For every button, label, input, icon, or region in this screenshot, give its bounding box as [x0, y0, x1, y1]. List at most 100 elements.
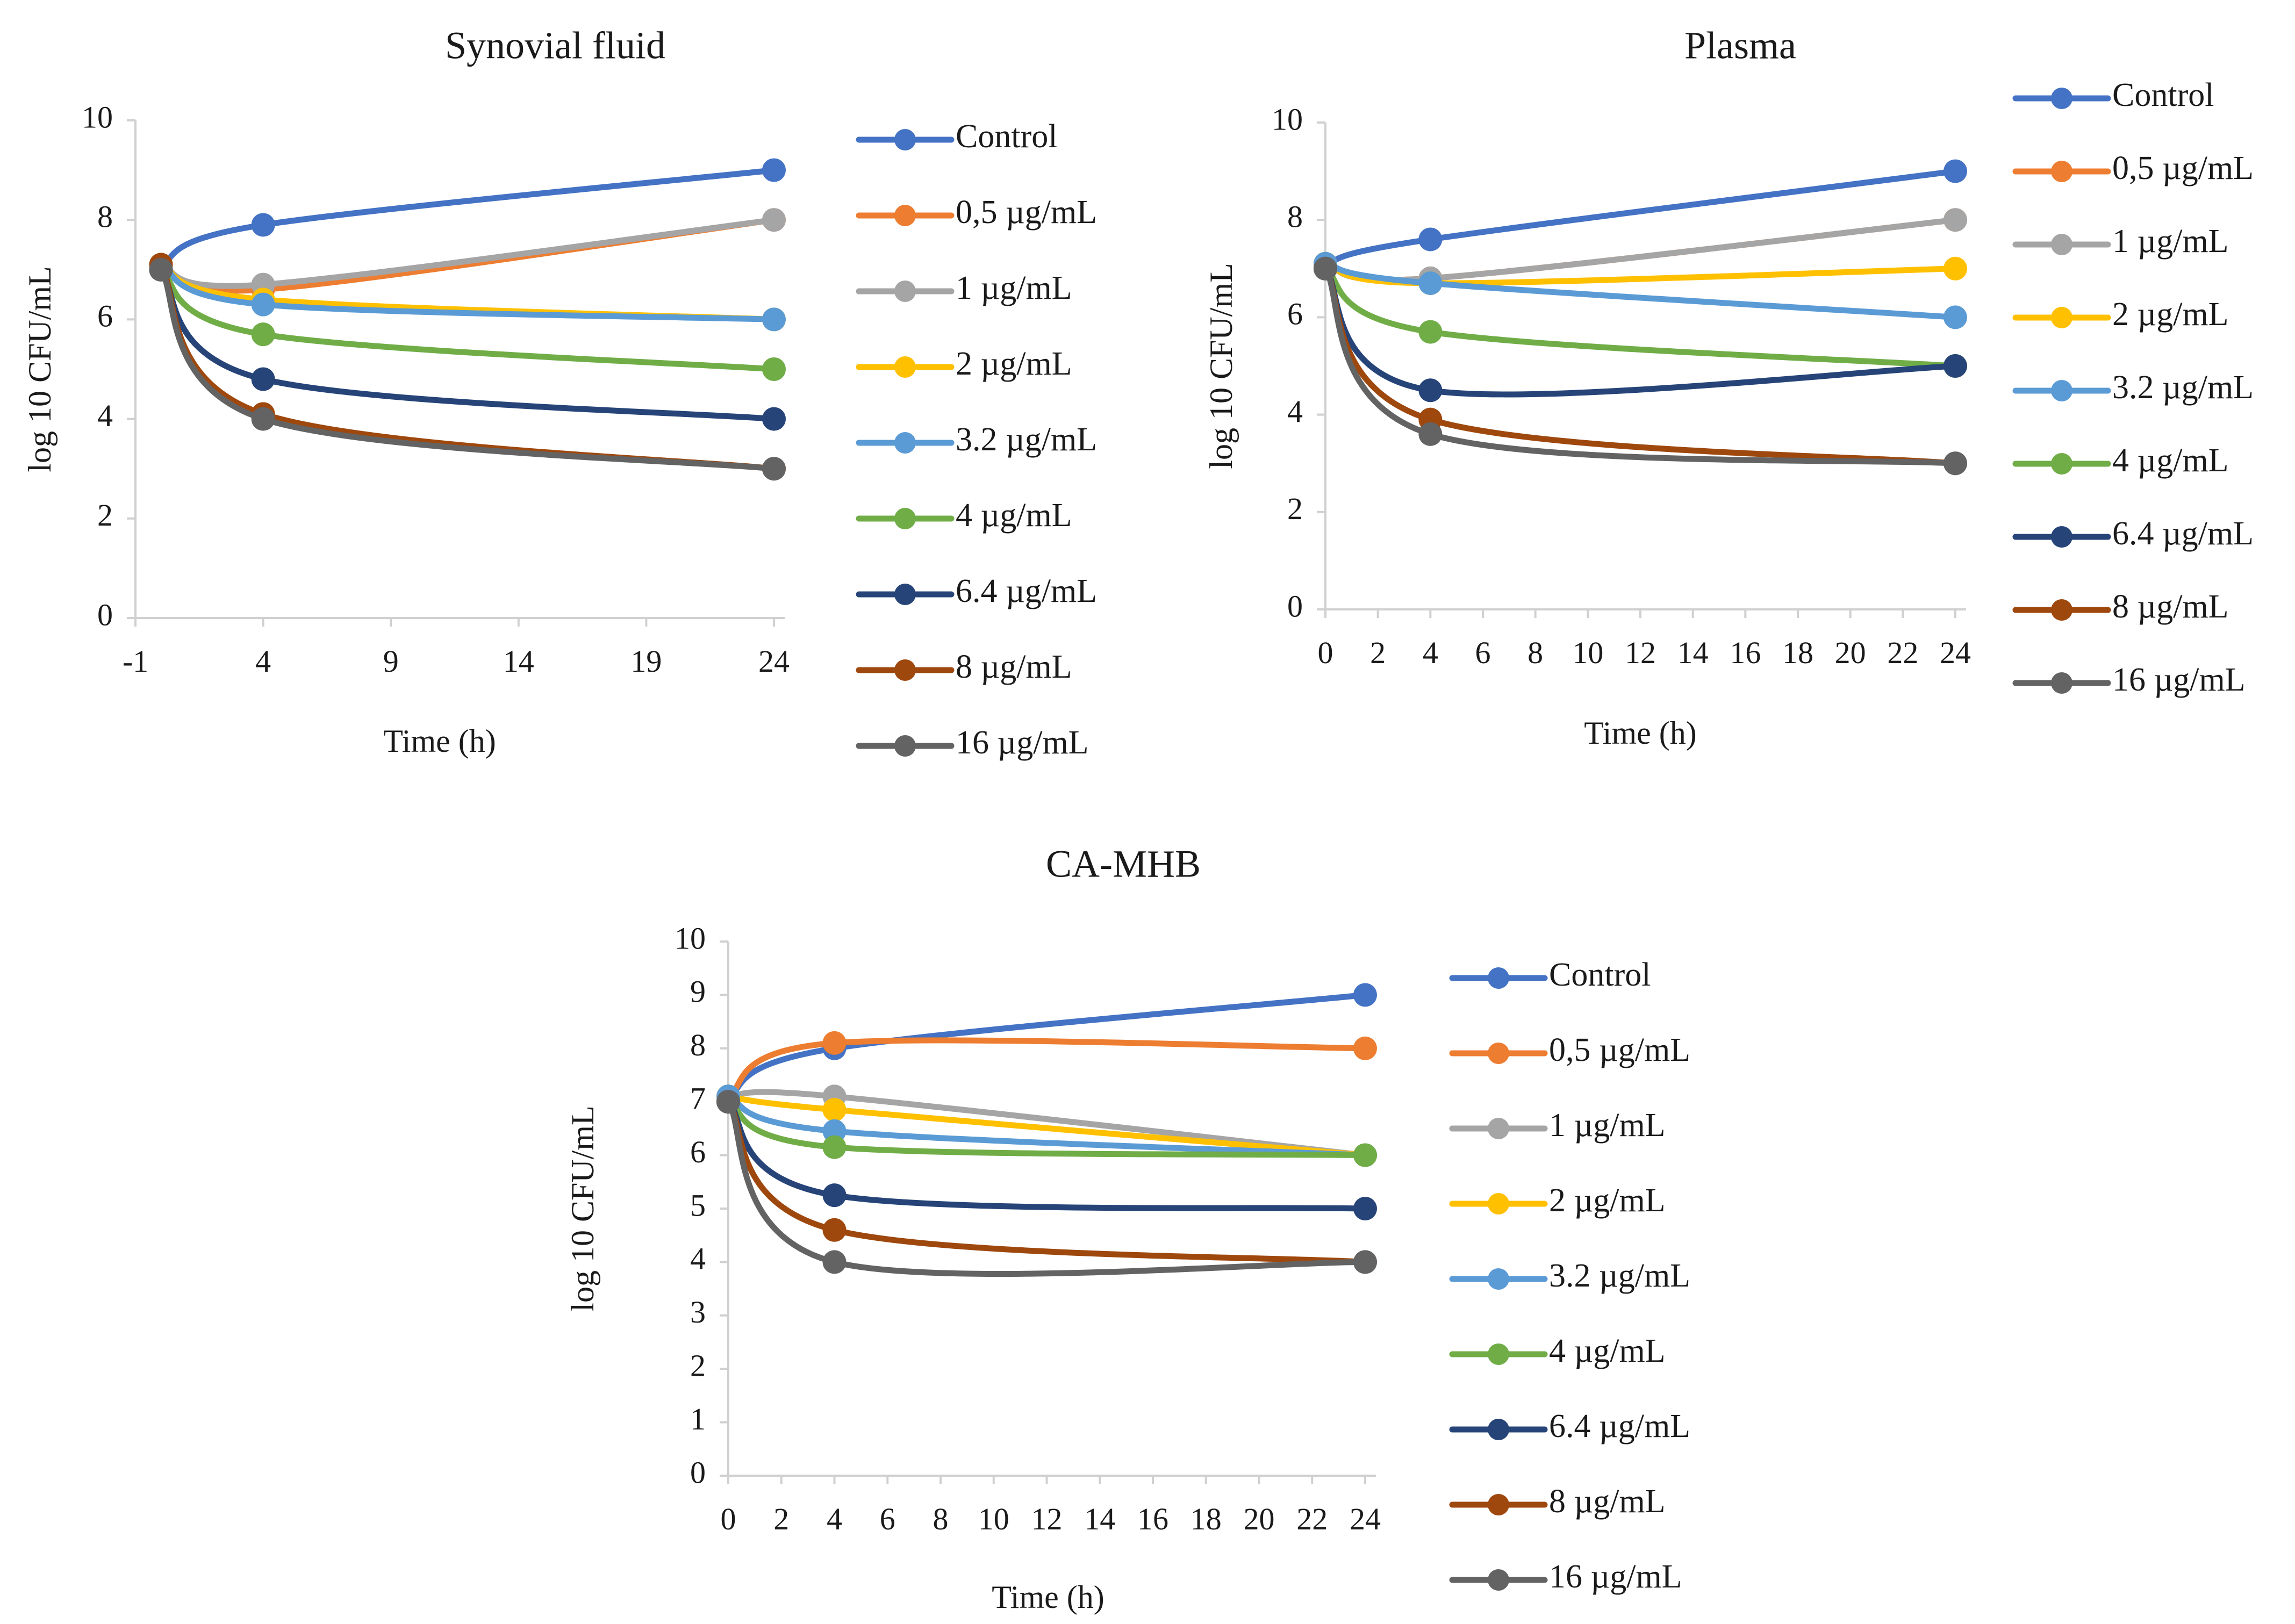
- y-tick-label: 8: [690, 1027, 706, 1062]
- legend-swatch-marker: [1488, 1343, 1509, 1365]
- legend-item-3-2-ug-ml: 3.2 µg/mL: [856, 421, 1097, 458]
- x-tick-label: 4: [1423, 635, 1438, 670]
- x-axis-label: Time (h): [1584, 715, 1696, 751]
- data-point-2-ug-ml-t4: [822, 1098, 847, 1122]
- legend-swatch-marker: [1488, 1419, 1509, 1440]
- series-line-4-ug-ml: [1322, 265, 1959, 369]
- legend-item-2-ug-ml: 2 µg/mL: [2012, 296, 2229, 333]
- data-point-6-4-ug-ml-t4: [251, 367, 275, 391]
- legend-item-2-ug-ml: 2 µg/mL: [1449, 1182, 1666, 1219]
- y-tick-label: 9: [690, 974, 706, 1009]
- legend-swatch-marker: [894, 129, 916, 150]
- y-tick-label: 10: [82, 99, 113, 134]
- x-tick-label: -1: [123, 644, 148, 679]
- x-tick-label: 16: [1137, 1501, 1168, 1536]
- y-axis-label: log 10 CFU/mL: [22, 266, 58, 472]
- data-point-16-ug-ml-t4: [822, 1250, 847, 1274]
- legend-label: 16 µg/mL: [956, 724, 1089, 761]
- legend-item-8-ug-ml: 8 µg/mL: [1449, 1483, 1666, 1520]
- legend-label: 2 µg/mL: [2112, 296, 2229, 333]
- series-line-16-ug-ml: [725, 1098, 1368, 1277]
- y-tick-label: 8: [1287, 199, 1303, 234]
- legend-swatch-marker: [894, 659, 916, 681]
- data-point-6-4-ug-ml-t4: [822, 1183, 847, 1208]
- x-tick-label: 8: [933, 1501, 949, 1536]
- legend-label: 2 µg/mL: [1549, 1182, 1666, 1219]
- legend-swatch-marker: [894, 281, 916, 302]
- legend-label: 16 µg/mL: [1549, 1558, 1682, 1595]
- y-axis-label: log 10 CFU/mL: [565, 1105, 600, 1311]
- x-axis-label: Time (h): [383, 723, 496, 759]
- legend-item-3-2-ug-ml: 3.2 µg/mL: [1449, 1257, 1690, 1294]
- legend-label: 3.2 µg/mL: [1549, 1257, 1690, 1294]
- series-line-2-ug-ml: [725, 1093, 1368, 1159]
- data-point-16-ug-ml-t0: [1314, 256, 1337, 281]
- legend-swatch-marker: [1488, 967, 1509, 989]
- legend: Control 0,5 µg/mL 1 µg/mL 2 µg/mL 3.2 µg/mL 4…: [2012, 77, 2254, 698]
- data-point-16-ug-ml-t4: [251, 407, 275, 431]
- legend-swatch-marker: [2051, 307, 2072, 328]
- data-point-6-4-ug-ml-t24: [1943, 354, 1967, 378]
- series-line-control: [158, 167, 777, 268]
- series-line-3-2-ug-ml: [158, 262, 777, 322]
- y-tick-label: 2: [97, 498, 113, 533]
- x-tick-label: 6: [880, 1501, 895, 1536]
- legend-swatch-marker: [1488, 1043, 1509, 1064]
- data-point-1-ug-ml-t24: [1943, 208, 1967, 232]
- legend: Control 0,5 µg/mL 1 µg/mL 2 µg/mL 3.2 µg/mL 4…: [856, 118, 1097, 761]
- legend-label: Control: [2112, 77, 2214, 113]
- data-point-control-t24: [762, 158, 786, 182]
- legend-swatch-marker: [1488, 1193, 1509, 1215]
- legend-swatch-marker: [2051, 453, 2072, 475]
- legend-item-4-ug-ml: 4 µg/mL: [856, 497, 1072, 534]
- legend-swatch-marker: [894, 205, 916, 226]
- x-tick-label: 22: [1887, 635, 1918, 670]
- legend-swatch-marker: [1488, 1569, 1509, 1591]
- data-point-6-4-ug-ml-t24: [762, 407, 786, 431]
- legend-label: 8 µg/mL: [2112, 588, 2229, 625]
- legend-item-16-ug-ml: 16 µg/mL: [1449, 1558, 1682, 1595]
- series-line-3-2-ug-ml: [725, 1093, 1368, 1159]
- data-point-4-ug-ml-t24: [1353, 1143, 1377, 1167]
- legend-swatch-marker: [894, 356, 916, 378]
- legend-swatch-marker: [894, 584, 916, 605]
- y-axis-label: log 10 CFU/mL: [1203, 263, 1239, 469]
- y-tick-label: 0: [97, 597, 113, 632]
- legend-label: 2 µg/mL: [956, 346, 1072, 382]
- legend-item-6-4-ug-ml: 6.4 µg/mL: [856, 573, 1097, 609]
- x-tick-label: 9: [383, 644, 399, 679]
- data-point-6-4-ug-ml-t24: [1353, 1197, 1377, 1220]
- x-tick-label: 24: [1940, 635, 1971, 670]
- legend-item-16-ug-ml: 16 µg/mL: [2012, 662, 2246, 698]
- series-line-0-5-ug-ml: [725, 1037, 1368, 1100]
- series-line-3-2-ug-ml: [1322, 261, 1959, 320]
- legend-swatch-marker: [2051, 88, 2072, 109]
- series-line-4-ug-ml: [158, 267, 777, 372]
- series-16-ug-ml: [149, 257, 786, 481]
- legend-swatch-marker: [2051, 161, 2072, 182]
- legend-label: 3.2 µg/mL: [956, 421, 1097, 458]
- y-tick-label: 0: [1287, 588, 1303, 623]
- data-point-16-ug-ml-t0: [716, 1090, 740, 1114]
- x-tick-label: 14: [503, 644, 534, 679]
- x-tick-label: 24: [1350, 1501, 1381, 1536]
- legend-item-2-ug-ml: 2 µg/mL: [856, 346, 1072, 382]
- x-tick-label: 14: [1084, 1501, 1115, 1536]
- x-tick-label: 14: [1677, 635, 1709, 670]
- legend-label: 0,5 µg/mL: [2112, 150, 2254, 186]
- legend-label: 8 µg/mL: [1549, 1483, 1666, 1520]
- data-point-control-t24: [1353, 983, 1377, 1007]
- data-point-1-ug-ml-t24: [762, 208, 786, 232]
- x-tick-label: 0: [1318, 635, 1333, 670]
- x-tick-label: 16: [1730, 635, 1761, 670]
- legend-swatch-marker: [1488, 1118, 1509, 1139]
- y-tick-label: 2: [1287, 491, 1303, 526]
- data-point-control-t4: [251, 213, 275, 237]
- legend-swatch-marker: [1488, 1268, 1509, 1290]
- data-point-3-2-ug-ml-t24: [1943, 305, 1967, 329]
- legend-item-0-5-ug-ml: 0,5 µg/mL: [2012, 150, 2254, 186]
- series-line-control: [1322, 168, 1959, 267]
